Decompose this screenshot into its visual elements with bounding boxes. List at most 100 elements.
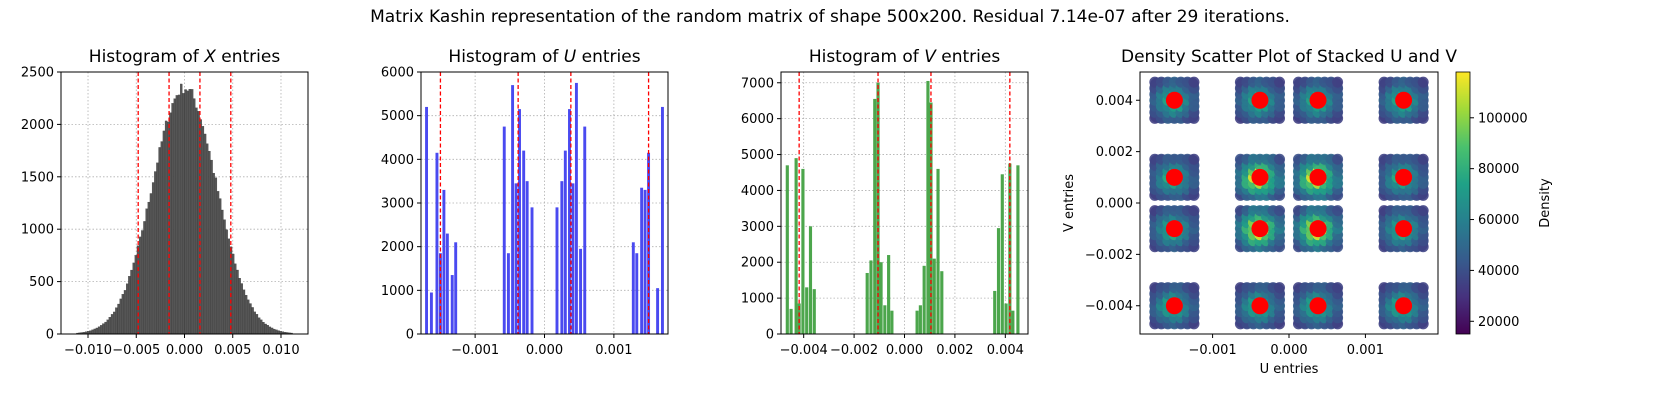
- grid-lines: [421, 71, 668, 335]
- histogram-bar: [218, 198, 222, 335]
- histogram-bar: [110, 314, 114, 335]
- y-tick-label: 2000: [21, 118, 54, 133]
- histogram-bar: [162, 130, 166, 335]
- histogram-bar: [201, 126, 205, 335]
- histogram-bar: [583, 126, 587, 334]
- histogram-bar: [141, 230, 144, 335]
- histogram-bar: [134, 255, 138, 335]
- v-histogram-panel: −0.004 −0.002 0.000 0.002 0.004 0 1000 2000 3000…: [741, 47, 1029, 358]
- histogram-bar: [117, 303, 120, 335]
- title-variable: V: [924, 47, 937, 67]
- y-tick-label: 3000: [381, 197, 414, 212]
- density-point: [1332, 205, 1344, 217]
- histogram-bar: [247, 299, 250, 335]
- histogram-bar: [100, 325, 103, 335]
- histogram-bar: [221, 209, 224, 335]
- x-tick-label: 0.001: [1347, 343, 1384, 358]
- histogram-bar: [262, 321, 265, 335]
- histogram-bar: [145, 208, 148, 335]
- density-scatter-panel: −0.001 0.000 0.001 −0.004 −0.002 0.000 0.002 0.…: [1062, 47, 1553, 377]
- histogram-bar: [425, 106, 429, 334]
- density-point: [1274, 153, 1286, 165]
- panel-title: Histogram of U entries: [448, 47, 640, 67]
- x-tick-label: 0.002: [936, 343, 973, 358]
- histogram-bar: [216, 191, 220, 335]
- histogram-bar: [227, 238, 231, 335]
- x-tick-label: −0.001: [1189, 343, 1237, 358]
- colorbar-tick-label: 20000: [1478, 315, 1519, 330]
- x-tick-label: −0.001: [451, 343, 499, 358]
- density-point: [1417, 76, 1429, 88]
- histogram-bar: [225, 229, 228, 335]
- histogram-bar: [119, 298, 122, 335]
- y-axis-label: V entries: [1062, 174, 1077, 232]
- panel-title: Histogram of X entries: [89, 47, 281, 67]
- histogram-bar: [511, 85, 515, 334]
- u-histogram-panel: −0.001 0.000 0.001 0 1000 2000 3000 4000 5000 600…: [381, 47, 669, 358]
- density-point: [1332, 76, 1344, 88]
- x-tick-label: 0.004: [987, 343, 1024, 358]
- histogram-bar: [873, 98, 877, 334]
- histogram-bar: [195, 107, 198, 335]
- histogram-bar: [106, 319, 109, 335]
- histogram-bar: [138, 236, 142, 335]
- histogram-bar: [514, 183, 518, 334]
- histogram-bar: [234, 263, 237, 335]
- histogram-bar: [186, 90, 189, 335]
- y-tick-label: −0.002: [1085, 248, 1133, 263]
- title-text: entries: [576, 47, 640, 67]
- histogram-bar: [182, 93, 185, 335]
- y-tick-label: 1500: [21, 170, 54, 185]
- histogram-bar: [203, 133, 207, 335]
- histogram-bar: [160, 141, 164, 335]
- histogram-bar: [177, 94, 181, 335]
- histogram-bars: [76, 83, 293, 335]
- histogram-bar: [151, 182, 155, 335]
- histogram-bar: [255, 314, 259, 335]
- histogram-bar: [890, 310, 894, 334]
- y-tick-label: 2000: [741, 256, 774, 271]
- histogram-bar: [260, 319, 263, 335]
- histogram-bar: [518, 109, 521, 334]
- histogram-bar: [915, 310, 919, 334]
- histogram-bar: [522, 150, 526, 334]
- density-point: [1417, 282, 1429, 294]
- colorbar-tick-label: 100000: [1478, 111, 1528, 126]
- histogram-bar: [560, 181, 564, 334]
- histogram-bar: [454, 242, 458, 334]
- histogram-bar: [932, 258, 936, 334]
- histogram-bar: [210, 159, 213, 335]
- histogram-bar: [95, 327, 99, 335]
- y-tick-label: 0.002: [1096, 145, 1133, 160]
- histogram-bar: [1016, 165, 1020, 334]
- histogram-bar: [918, 305, 922, 334]
- density-point: [1332, 153, 1344, 165]
- histogram-bar: [1004, 303, 1008, 334]
- histogram-bar: [277, 330, 280, 335]
- histogram-bar: [128, 276, 131, 335]
- histogram-bar: [158, 147, 161, 335]
- histogram-bar: [996, 228, 1001, 334]
- histogram-bar: [574, 82, 578, 335]
- histogram-bar: [656, 288, 660, 334]
- density-point: [1274, 205, 1286, 217]
- histogram-bar: [525, 181, 529, 334]
- histogram-bar: [429, 292, 433, 334]
- histogram-bar: [865, 272, 869, 334]
- panel-title: Density Scatter Plot of Stacked U and V: [1121, 47, 1457, 67]
- density-point: [1274, 76, 1286, 88]
- histogram-bar: [249, 303, 252, 335]
- colorbar-tick-label: 60000: [1478, 213, 1519, 228]
- cluster-center-marker: [1309, 297, 1327, 315]
- cluster-center-marker: [1165, 220, 1183, 238]
- cluster-center-marker: [1395, 91, 1413, 109]
- histogram-bar: [132, 262, 135, 335]
- histogram-bar: [275, 329, 278, 335]
- y-tick-label: 0.000: [1096, 197, 1133, 212]
- histogram-bar: [244, 295, 248, 335]
- y-tick-label: 0: [46, 328, 54, 343]
- histogram-bar: [257, 317, 261, 335]
- histogram-bar: [506, 253, 510, 334]
- cluster-center-marker: [1395, 168, 1413, 186]
